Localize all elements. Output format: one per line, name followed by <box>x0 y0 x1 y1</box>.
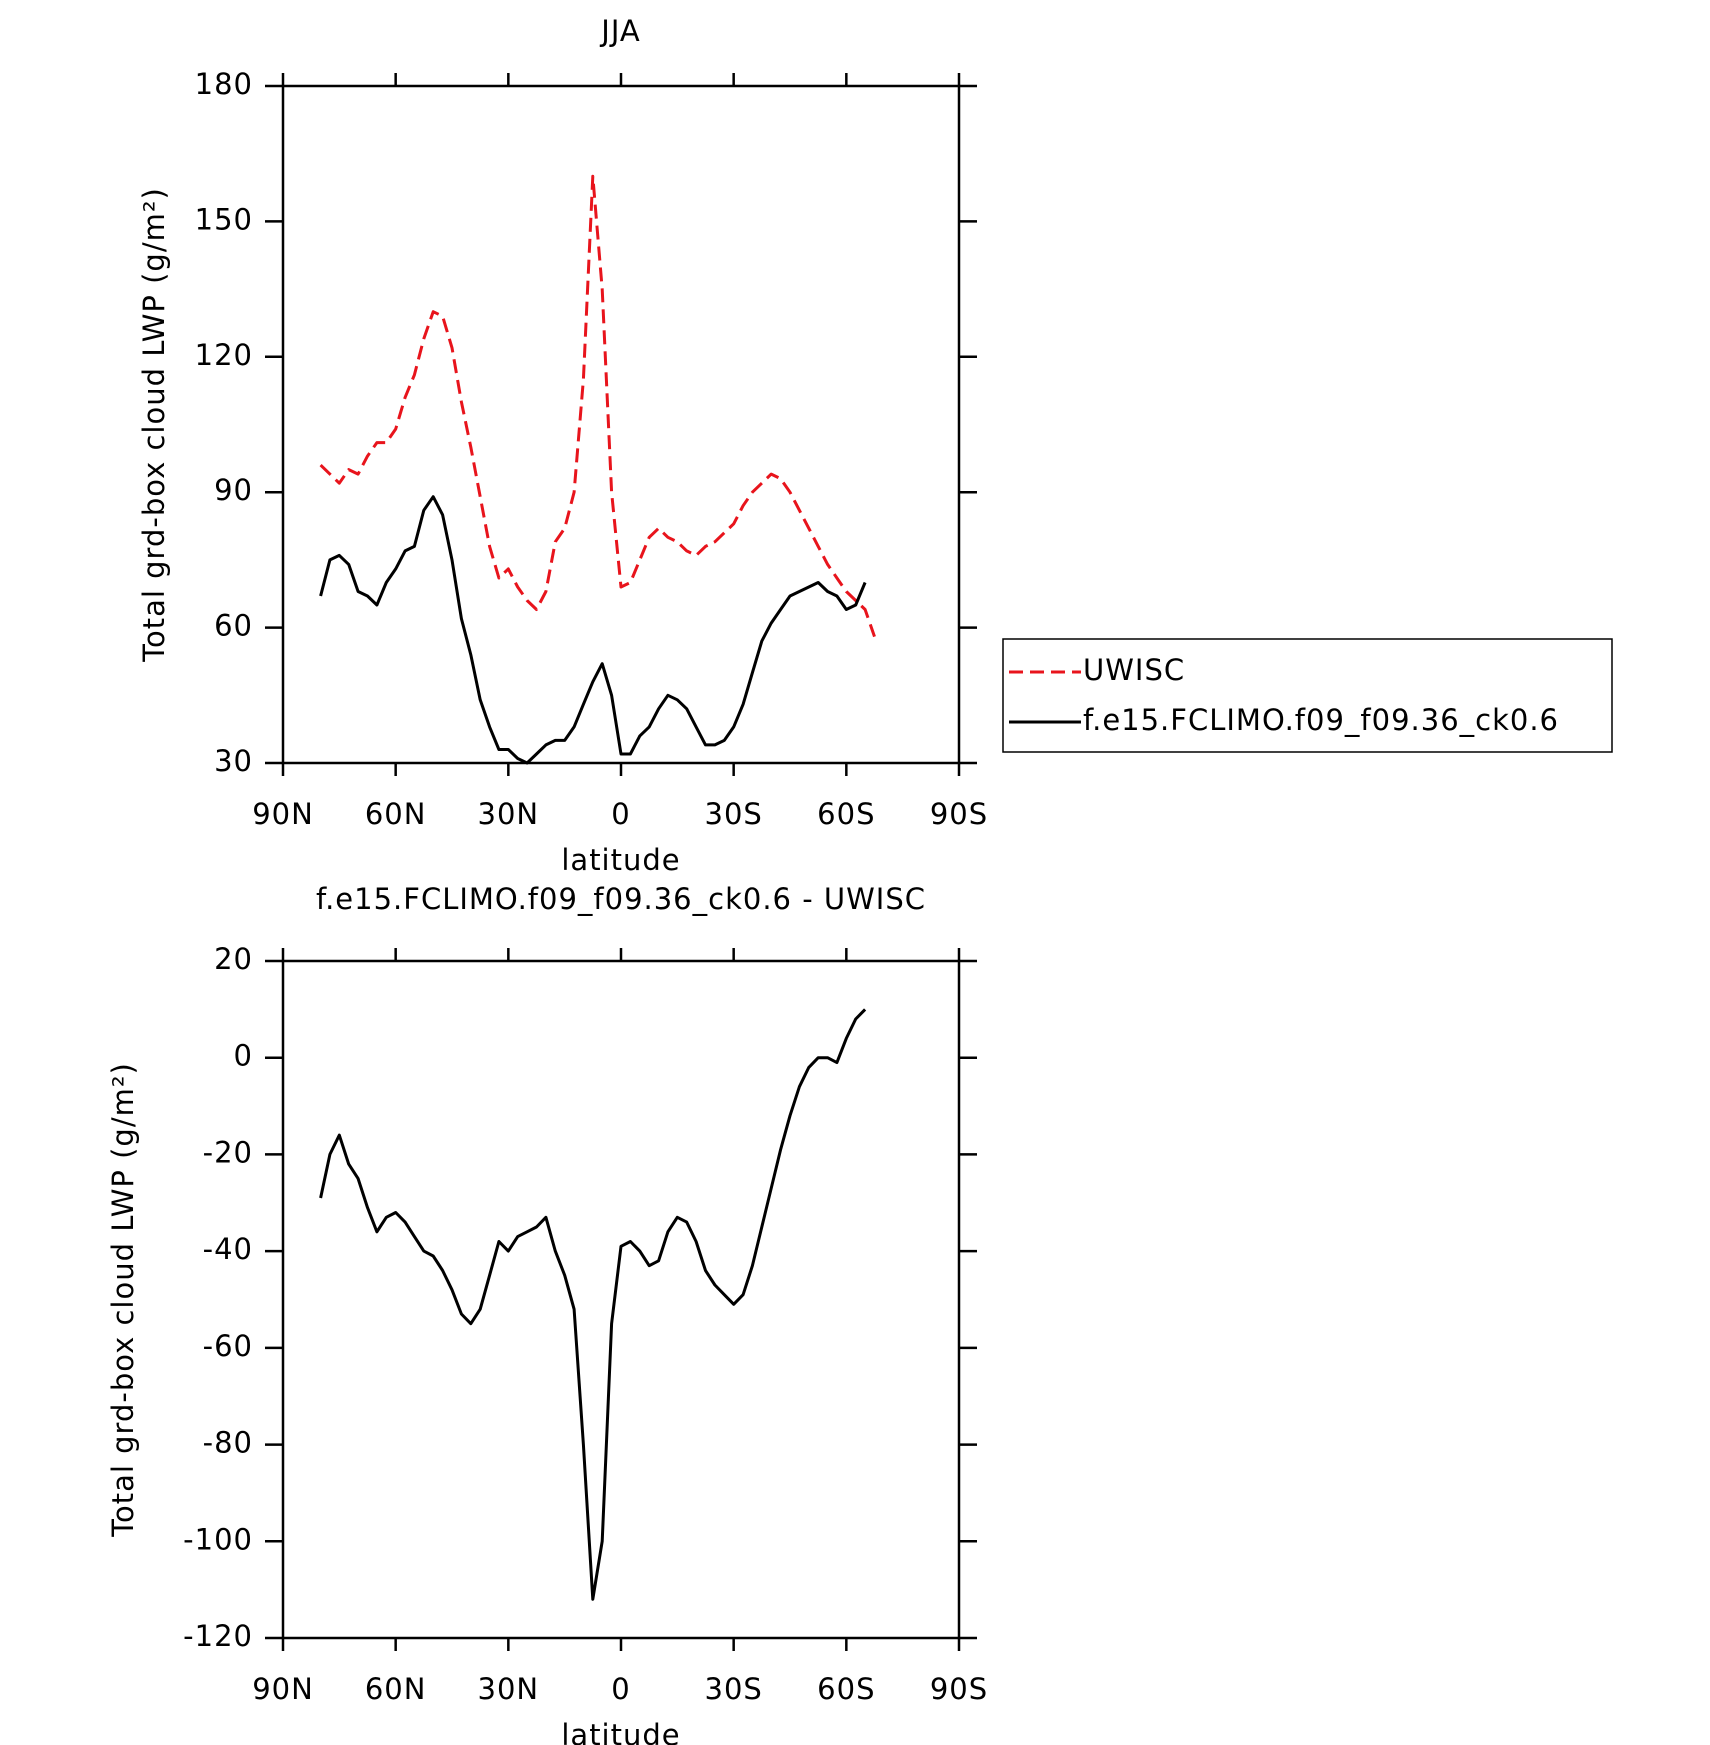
y-tick-label: 60 <box>214 609 253 643</box>
legend-frame <box>1002 638 1613 753</box>
y-tick-label: -20 <box>203 1135 253 1169</box>
x-tick-label: 0 <box>611 797 630 831</box>
y-tick-label: -100 <box>183 1522 253 1556</box>
x-axis-label: latitude <box>561 843 680 877</box>
legend: UWISC f.e15.FCLIMO.f09_f09.36_ck0.6 <box>1002 638 1613 753</box>
y-tick-label: -120 <box>183 1619 253 1653</box>
y-tick-label: -80 <box>203 1426 253 1460</box>
x-axis-label: latitude <box>561 1718 680 1745</box>
plot-frame <box>281 959 961 1640</box>
legend-label: UWISC <box>1083 653 1185 687</box>
y-tick-label: 90 <box>214 473 253 507</box>
data-line <box>319 174 876 638</box>
x-tick-label: 30S <box>705 797 763 831</box>
x-tick-label: 60N <box>365 797 427 831</box>
x-tick-label: 90S <box>930 797 988 831</box>
y-tick-label: 180 <box>195 67 253 101</box>
y-axis-label: Total grd-box cloud LWP (g/m²) <box>137 187 171 663</box>
x-tick-label: 0 <box>611 1672 630 1706</box>
chart-title: f.e15.FCLIMO.f09_f09.36_ck0.6 - UWISC <box>316 882 926 916</box>
x-tick-label: 90S <box>930 1672 988 1706</box>
x-tick-label: 90N <box>252 797 314 831</box>
y-tick-label: -60 <box>203 1329 253 1363</box>
y-axis-label: Total grd-box cloud LWP (g/m²) <box>106 1062 140 1538</box>
legend-label: f.e15.FCLIMO.f09_f09.36_ck0.6 <box>1083 703 1559 737</box>
y-tick-label: 150 <box>195 202 253 236</box>
x-tick-label: 30N <box>478 797 540 831</box>
x-tick-label: 60N <box>365 1672 427 1706</box>
plot-frame <box>281 84 961 765</box>
x-tick-label: 60S <box>817 1672 875 1706</box>
x-tick-label: 90N <box>252 1672 314 1706</box>
y-tick-label: 30 <box>214 744 253 778</box>
y-tick-label: 0 <box>234 1039 253 1073</box>
y-tick-label: 120 <box>195 338 253 372</box>
x-tick-label: 30S <box>705 1672 763 1706</box>
data-line <box>319 495 867 765</box>
y-tick-label: 20 <box>214 942 253 976</box>
y-tick-label: -40 <box>203 1232 253 1266</box>
chart-title: JJA <box>599 14 640 48</box>
x-tick-label: 60S <box>817 797 875 831</box>
data-line <box>319 1008 867 1601</box>
x-tick-label: 30N <box>478 1672 540 1706</box>
